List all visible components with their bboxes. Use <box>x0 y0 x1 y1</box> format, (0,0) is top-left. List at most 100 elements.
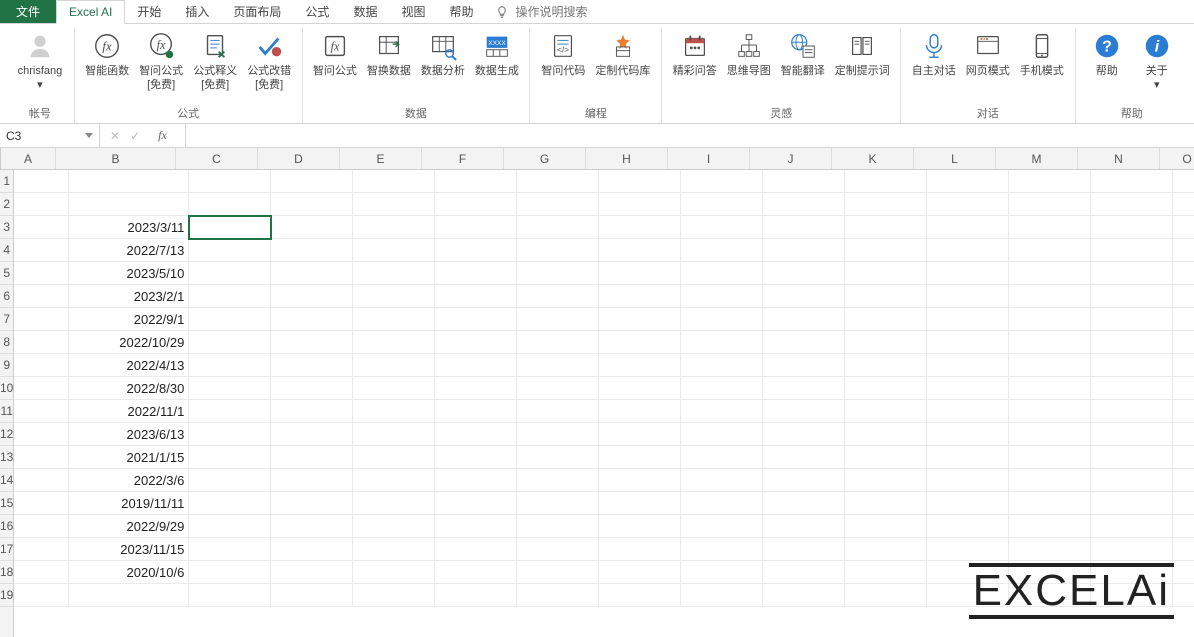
cell-L13[interactable] <box>927 446 1009 469</box>
cell-A14[interactable] <box>14 469 69 492</box>
cell-L4[interactable] <box>927 239 1009 262</box>
cell-J12[interactable] <box>763 423 845 446</box>
cell-H18[interactable] <box>599 561 681 584</box>
cell-B8[interactable]: 2022/10/29 <box>69 331 189 354</box>
cell-F19[interactable] <box>435 584 517 607</box>
cell-O11[interactable] <box>1173 400 1194 423</box>
cell-C9[interactable] <box>189 354 271 377</box>
cell-E17[interactable] <box>353 538 435 561</box>
cell-B13[interactable]: 2021/1/15 <box>69 446 189 469</box>
cell-A16[interactable] <box>14 515 69 538</box>
tab-1[interactable]: 插入 <box>173 0 221 23</box>
cell-L6[interactable] <box>927 285 1009 308</box>
cell-L3[interactable] <box>927 216 1009 239</box>
cell-F8[interactable] <box>435 331 517 354</box>
cell-K16[interactable] <box>845 515 927 538</box>
cell-N13[interactable] <box>1091 446 1173 469</box>
tab-3[interactable]: 公式 <box>293 0 341 23</box>
cell-N15[interactable] <box>1091 492 1173 515</box>
cell-M16[interactable] <box>1009 515 1091 538</box>
cell-D3[interactable] <box>271 216 353 239</box>
cell-J10[interactable] <box>763 377 845 400</box>
cell-L14[interactable] <box>927 469 1009 492</box>
ribbon-custom-prompt-button[interactable]: 定制提示词 <box>831 28 894 78</box>
cell-D8[interactable] <box>271 331 353 354</box>
cell-K14[interactable] <box>845 469 927 492</box>
cell-D17[interactable] <box>271 538 353 561</box>
cell-J11[interactable] <box>763 400 845 423</box>
cell-B4[interactable]: 2022/7/13 <box>69 239 189 262</box>
cell-J15[interactable] <box>763 492 845 515</box>
cell-B14[interactable]: 2022/3/6 <box>69 469 189 492</box>
cell-E18[interactable] <box>353 561 435 584</box>
cell-N14[interactable] <box>1091 469 1173 492</box>
cell-B9[interactable]: 2022/4/13 <box>69 354 189 377</box>
cell-E19[interactable] <box>353 584 435 607</box>
cell-K17[interactable] <box>845 538 927 561</box>
cell-H17[interactable] <box>599 538 681 561</box>
cell-G17[interactable] <box>517 538 599 561</box>
cell-E10[interactable] <box>353 377 435 400</box>
cell-H14[interactable] <box>599 469 681 492</box>
ribbon-web-mode-button[interactable]: 网页模式 <box>962 28 1014 78</box>
cell-K5[interactable] <box>845 262 927 285</box>
cell-G13[interactable] <box>517 446 599 469</box>
cell-C7[interactable] <box>189 308 271 331</box>
cell-J13[interactable] <box>763 446 845 469</box>
cell-O1[interactable] <box>1173 170 1194 193</box>
cell-C10[interactable] <box>189 377 271 400</box>
cell-H5[interactable] <box>599 262 681 285</box>
cell-F16[interactable] <box>435 515 517 538</box>
cell-H7[interactable] <box>599 308 681 331</box>
cell-D13[interactable] <box>271 446 353 469</box>
cell-F4[interactable] <box>435 239 517 262</box>
cell-K3[interactable] <box>845 216 927 239</box>
cell-H4[interactable] <box>599 239 681 262</box>
col-header-L[interactable]: L <box>914 148 996 169</box>
cell-F17[interactable] <box>435 538 517 561</box>
cell-I12[interactable] <box>681 423 763 446</box>
ribbon-custom-code-button[interactable]: 定制代码库 <box>591 28 654 78</box>
cell-F5[interactable] <box>435 262 517 285</box>
row-header-10[interactable]: 10 <box>0 377 13 400</box>
row-header-12[interactable]: 12 <box>0 423 13 446</box>
cell-A18[interactable] <box>14 561 69 584</box>
cell-I18[interactable] <box>681 561 763 584</box>
cell-H16[interactable] <box>599 515 681 538</box>
cell-H10[interactable] <box>599 377 681 400</box>
cell-A8[interactable] <box>14 331 69 354</box>
cell-J17[interactable] <box>763 538 845 561</box>
cell-A10[interactable] <box>14 377 69 400</box>
ribbon-ask-formula-button[interactable]: fx智问公式[免费] <box>135 28 187 92</box>
row-header-8[interactable]: 8 <box>0 331 13 354</box>
cell-N16[interactable] <box>1091 515 1173 538</box>
cell-A19[interactable] <box>14 584 69 607</box>
col-header-N[interactable]: N <box>1078 148 1160 169</box>
cell-I2[interactable] <box>681 193 763 216</box>
cell-B10[interactable]: 2022/8/30 <box>69 377 189 400</box>
cell-J19[interactable] <box>763 584 845 607</box>
cell-E15[interactable] <box>353 492 435 515</box>
cell-D9[interactable] <box>271 354 353 377</box>
cell-A12[interactable] <box>14 423 69 446</box>
ribbon-ask-code-button[interactable]: </>智问代码 <box>537 28 589 78</box>
cell-F9[interactable] <box>435 354 517 377</box>
cell-K6[interactable] <box>845 285 927 308</box>
cell-K18[interactable] <box>845 561 927 584</box>
cell-M12[interactable] <box>1009 423 1091 446</box>
cell-C4[interactable] <box>189 239 271 262</box>
cell-L1[interactable] <box>927 170 1009 193</box>
cell-A13[interactable] <box>14 446 69 469</box>
name-box-dropdown-icon[interactable] <box>85 133 93 138</box>
cell-D12[interactable] <box>271 423 353 446</box>
cell-C13[interactable] <box>189 446 271 469</box>
cell-K4[interactable] <box>845 239 927 262</box>
cell-I7[interactable] <box>681 308 763 331</box>
cell-L9[interactable] <box>927 354 1009 377</box>
ribbon-phone-mode-button[interactable]: 手机模式 <box>1016 28 1068 78</box>
cell-B17[interactable]: 2023/11/15 <box>69 538 189 561</box>
cell-E8[interactable] <box>353 331 435 354</box>
cell-K1[interactable] <box>845 170 927 193</box>
cell-C15[interactable] <box>189 492 271 515</box>
cell-D10[interactable] <box>271 377 353 400</box>
